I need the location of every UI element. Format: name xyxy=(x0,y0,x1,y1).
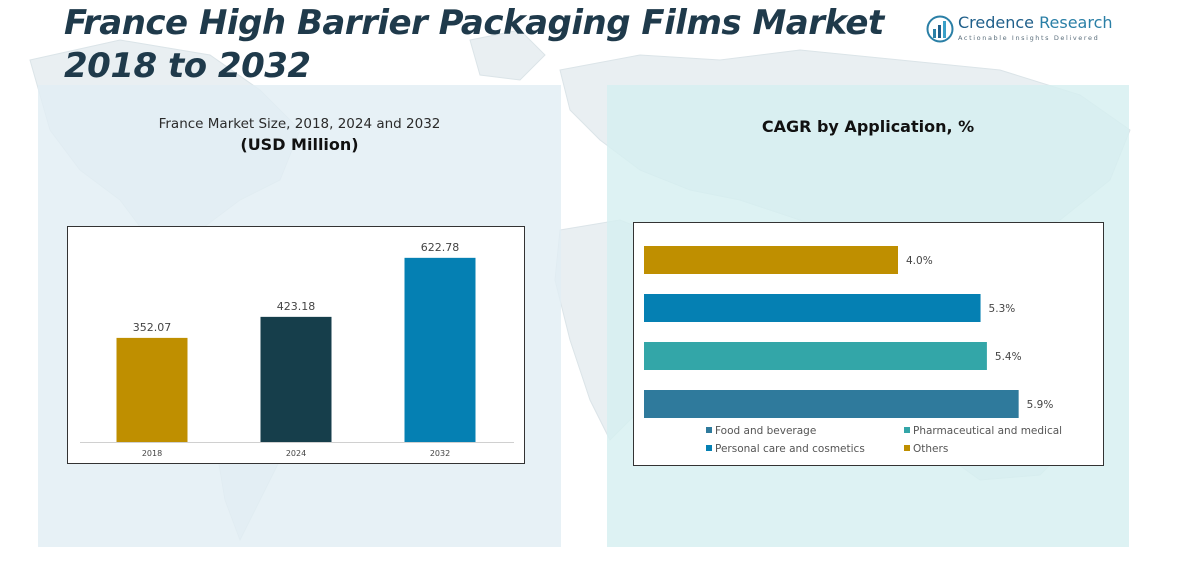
legend-label: Others xyxy=(913,443,949,455)
data-label-pharmaceutical-and-medical: 5.4% xyxy=(995,351,1022,363)
legend-swatch xyxy=(706,445,712,451)
data-label-2032: 622.78 xyxy=(421,241,460,254)
legend-label: Pharmaceutical and medical xyxy=(913,425,1063,437)
legend-item-personal-care-and-cosmetics: Personal care and cosmetics xyxy=(706,443,865,455)
legend-item-pharmaceutical-and-medical: Pharmaceutical and medical xyxy=(904,425,1062,437)
data-label-personal-care-and-cosmetics: 5.3% xyxy=(989,303,1016,315)
legend-swatch xyxy=(904,445,910,451)
cagr-chart: 4.0% 5.3% 5.4% 5.9% xyxy=(633,222,1104,466)
tick-label-2032: 2032 xyxy=(430,449,450,458)
cagr-title: CAGR by Application, % xyxy=(761,117,975,136)
tick-label-2024: 2024 xyxy=(286,449,306,458)
legend-label: Personal care and cosmetics xyxy=(715,443,865,455)
title-line-1: France High Barrier Packaging Films Mark… xyxy=(64,3,884,43)
market-size-chart: 352.07 2018 423.18 2024 622.78 2032 xyxy=(67,226,525,464)
data-label-others: 4.0% xyxy=(906,255,933,267)
logo-name-part-1: Credence xyxy=(958,13,1035,32)
data-label-2018: 352.07 xyxy=(133,321,172,334)
bar-2032 xyxy=(404,257,476,442)
company-logo: Credence Research Actionable Insights De… xyxy=(926,12,1116,46)
legend-item-others: Others xyxy=(904,443,948,455)
tick-label-2018: 2018 xyxy=(142,449,162,458)
page-title: France High Barrier Packaging Films Mark… xyxy=(64,2,884,88)
market-size-bar-svg: 352.07 2018 423.18 2024 622.78 2032 xyxy=(80,241,514,458)
legend-swatch xyxy=(904,427,910,433)
logo-bars-icon xyxy=(926,15,954,43)
cagr-bar-svg: 4.0% 5.3% 5.4% 5.9% xyxy=(644,246,1054,418)
logo-name-part-2: Research xyxy=(1034,13,1113,32)
bar-others xyxy=(644,246,898,274)
market-size-unit: (USD Million) xyxy=(240,135,359,154)
logo-tagline: Actionable Insights Delivered xyxy=(958,34,1100,42)
legend-label: Food and beverage xyxy=(715,425,817,437)
data-label-2024: 423.18 xyxy=(277,300,316,313)
bar-food-and-beverage xyxy=(644,390,1019,418)
logo-wordmark: Credence Research xyxy=(958,13,1113,32)
title-line-2: 2018 to 2032 xyxy=(64,46,311,86)
bar-2018 xyxy=(116,337,188,442)
bar-2024 xyxy=(260,316,332,442)
bar-personal-care-and-cosmetics xyxy=(644,294,981,322)
legend-swatch xyxy=(706,427,712,433)
market-size-subtitle: France Market Size, 2018, 2024 and 2032 xyxy=(158,116,441,132)
legend-item-food-and-beverage: Food and beverage xyxy=(706,425,816,437)
data-label-food-and-beverage: 5.9% xyxy=(1027,399,1054,411)
bar-pharmaceutical-and-medical xyxy=(644,342,987,370)
